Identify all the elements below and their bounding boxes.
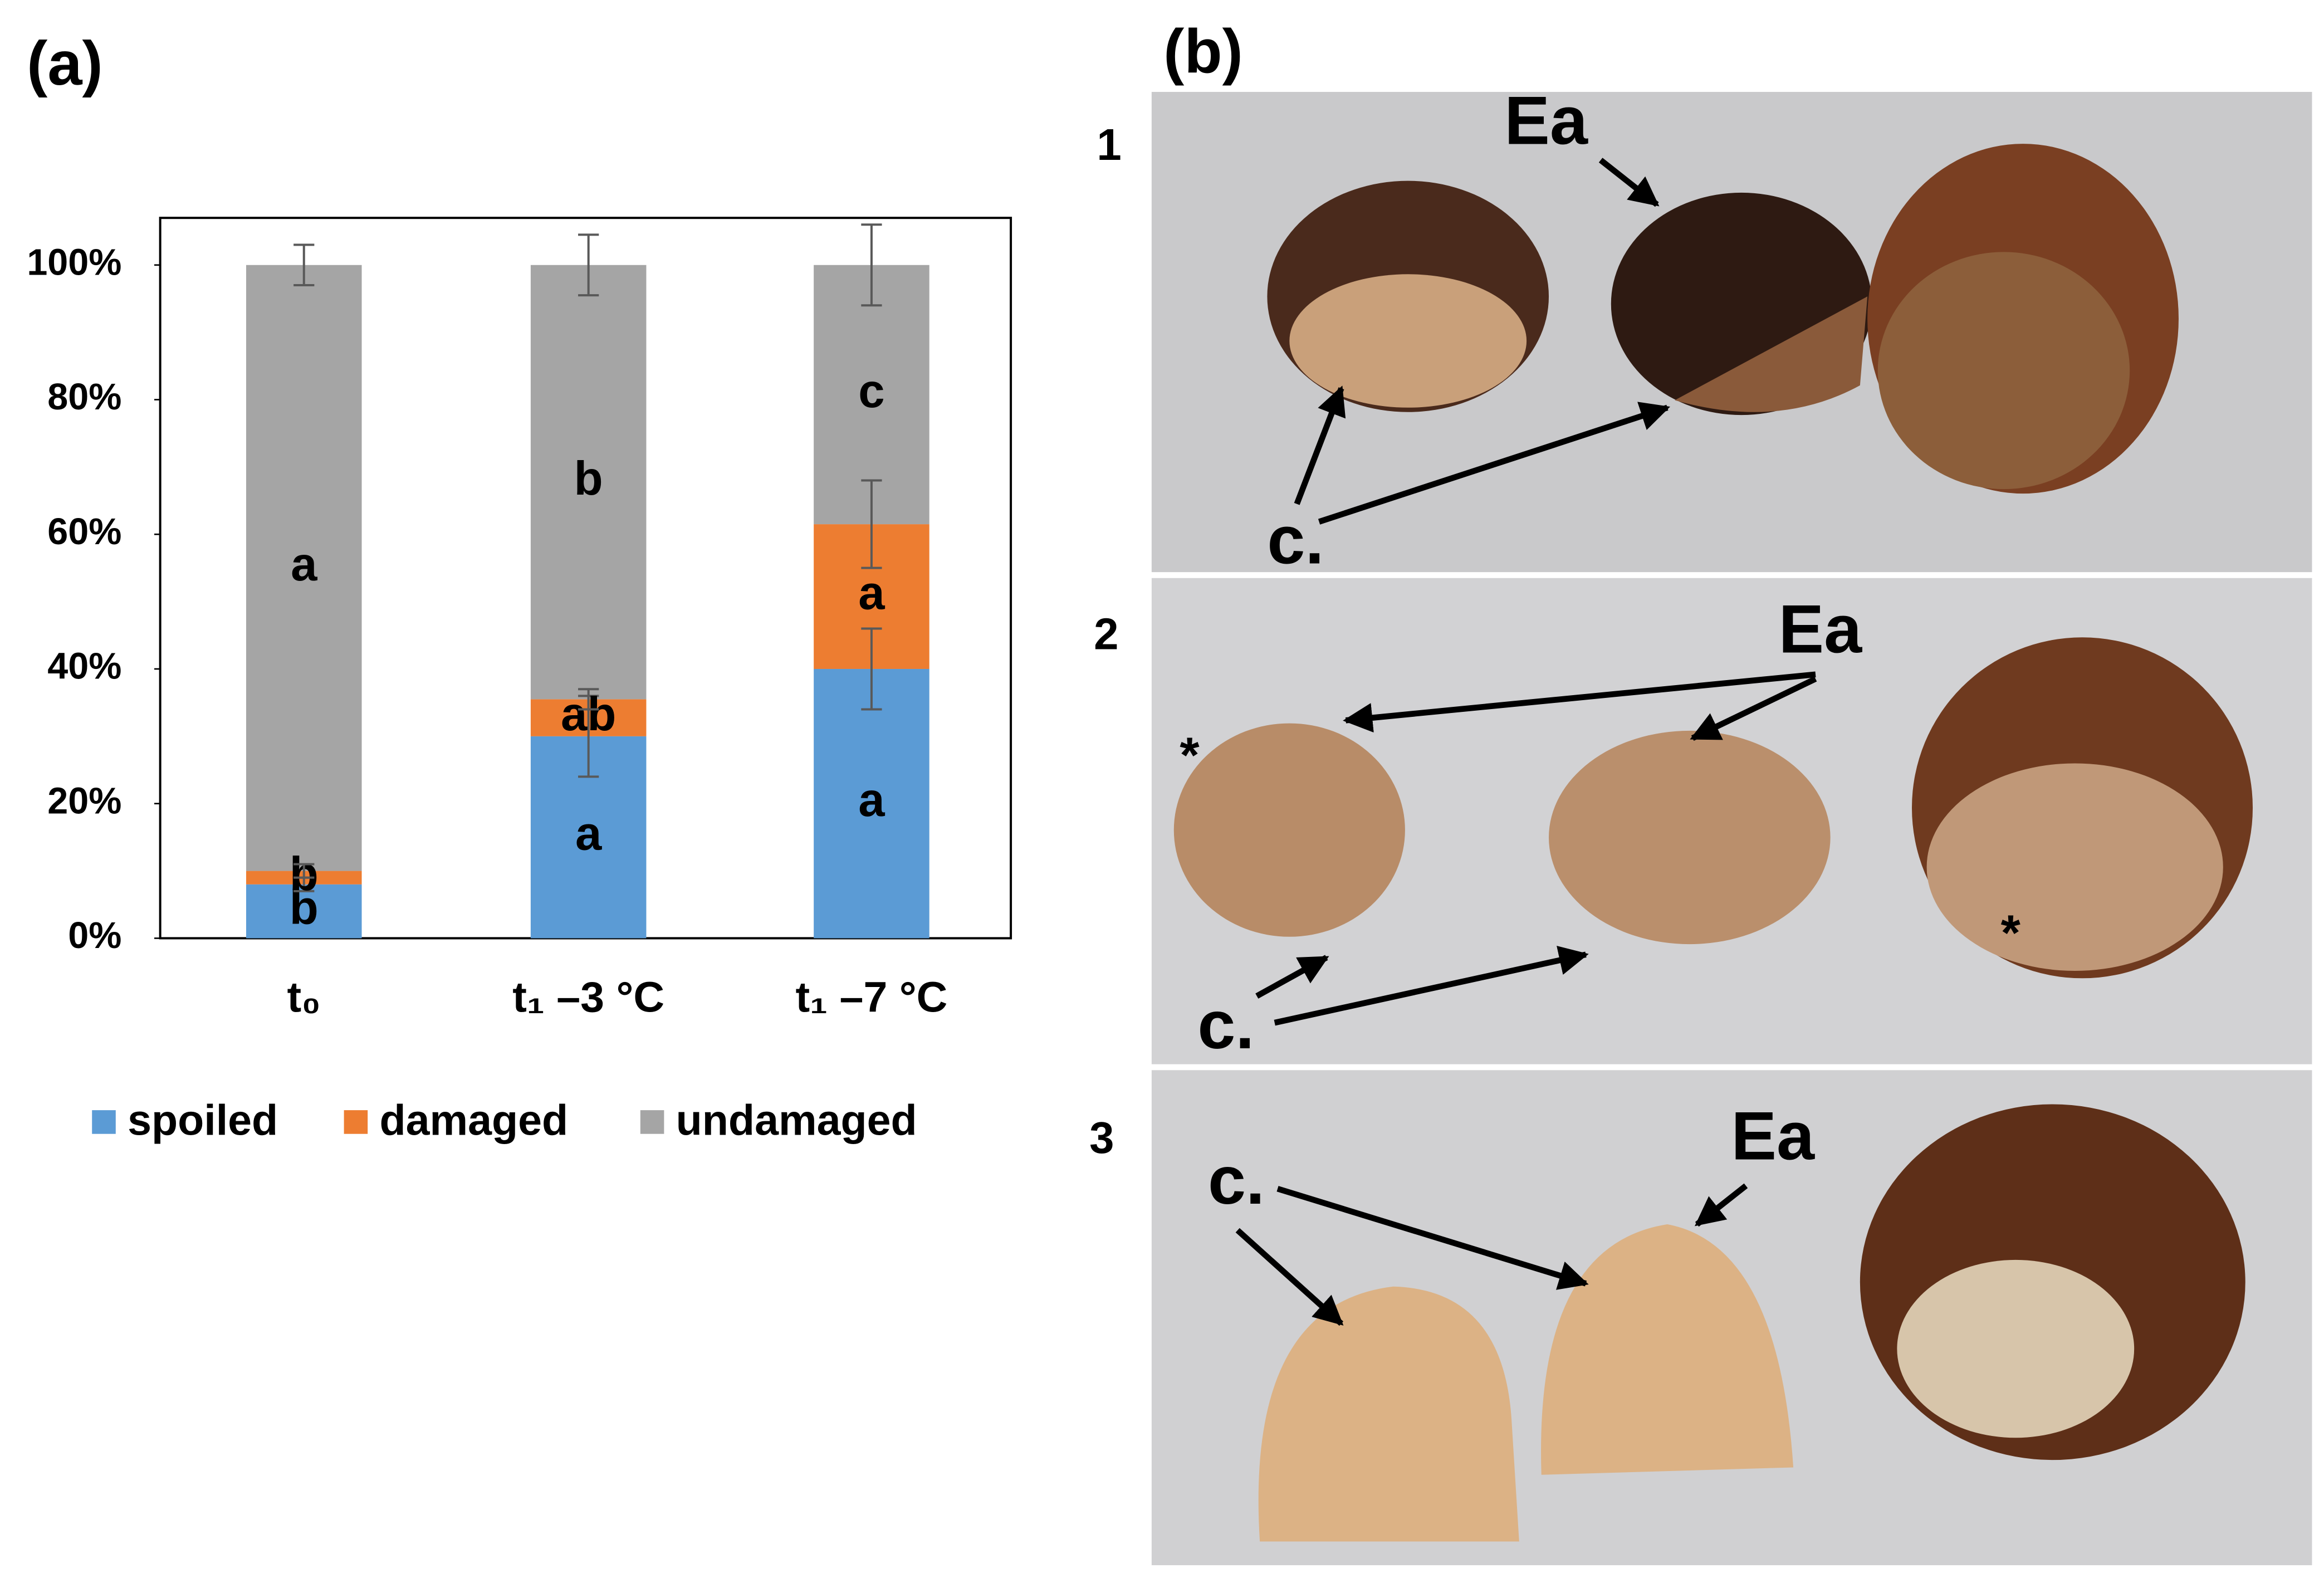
- arrow: [1276, 1186, 1589, 1290]
- bar-segment: [530, 265, 647, 700]
- nut-flesh: [1289, 274, 1527, 408]
- annotation: c.: [1208, 1142, 1265, 1218]
- panel-label: (b): [1163, 17, 1243, 86]
- significance-letter: c: [858, 365, 884, 418]
- arrow: [1274, 945, 1589, 1026]
- error-bar: [578, 233, 599, 297]
- error-bar: [293, 243, 315, 287]
- significance-letter: a: [858, 774, 885, 827]
- nut-flesh: [1926, 763, 2223, 971]
- legend-swatch: [640, 1110, 664, 1134]
- arrow: [1255, 955, 1329, 999]
- arrow: [1598, 158, 1660, 207]
- arrow: [1318, 402, 1670, 525]
- nut-flesh: [1675, 296, 1868, 412]
- error-bar: [861, 627, 882, 711]
- nut-flesh: [1897, 1259, 2135, 1438]
- nut-half: [1173, 723, 1405, 937]
- annotation: Ea: [1731, 1097, 1815, 1174]
- nut-flesh: [1877, 252, 2130, 490]
- nut-half: [1258, 1286, 1519, 1542]
- bar-segment: [246, 265, 362, 871]
- y-tick-label: 100%: [27, 242, 121, 283]
- nut-half: [1549, 730, 1831, 945]
- photo-number: 1: [1097, 120, 1121, 169]
- photo-panel: 1 Ea c. 2 Ea c. * * 3 Ea c.: [1089, 82, 2312, 1566]
- arrow: [1694, 1183, 1748, 1227]
- panel-label: (a): [27, 28, 103, 98]
- legend-label: damaged: [379, 1096, 568, 1144]
- significance-letter: a: [291, 538, 317, 591]
- bar-segment: [814, 668, 929, 939]
- error-bar: [861, 223, 882, 307]
- y-tick-label: 80%: [47, 377, 121, 418]
- annotation: Ea: [1778, 590, 1862, 667]
- legend-swatch: [92, 1110, 116, 1134]
- legend-swatch: [344, 1110, 368, 1134]
- arrow: [1294, 385, 1346, 505]
- error-bar: [293, 863, 315, 879]
- annotation: Ea: [1504, 82, 1588, 159]
- arrow: [1235, 1228, 1344, 1326]
- x-tick-label: t₀: [287, 974, 321, 1022]
- arrow: [1343, 671, 1816, 733]
- y-tick-label: 40%: [47, 646, 121, 687]
- error-bar: [861, 479, 882, 569]
- arrow: [1690, 676, 1817, 741]
- legend-label: spoiled: [128, 1096, 278, 1144]
- y-tick-label: 20%: [47, 780, 121, 822]
- x-tick-label: t₁ –7 °C: [795, 974, 947, 1022]
- significance-letter: b: [574, 452, 603, 505]
- annotation: *: [2001, 905, 2021, 961]
- legend-label: undamaged: [676, 1096, 917, 1144]
- significance-letter: a: [575, 808, 602, 861]
- y-tick-label: 60%: [47, 511, 121, 553]
- annotation: c.: [1267, 502, 1324, 578]
- significance-letter: a: [858, 567, 885, 620]
- photo-number: 2: [1094, 609, 1118, 658]
- error-bar: [578, 688, 599, 711]
- annotation: c.: [1197, 986, 1254, 1063]
- y-tick-label: 0%: [68, 915, 121, 956]
- photo-number: 3: [1089, 1113, 1114, 1162]
- annotation: *: [1180, 727, 1200, 783]
- bar-segment: [246, 884, 362, 939]
- x-tick-label: t₁ –3 °C: [512, 974, 664, 1022]
- nut-half: [1541, 1224, 1794, 1475]
